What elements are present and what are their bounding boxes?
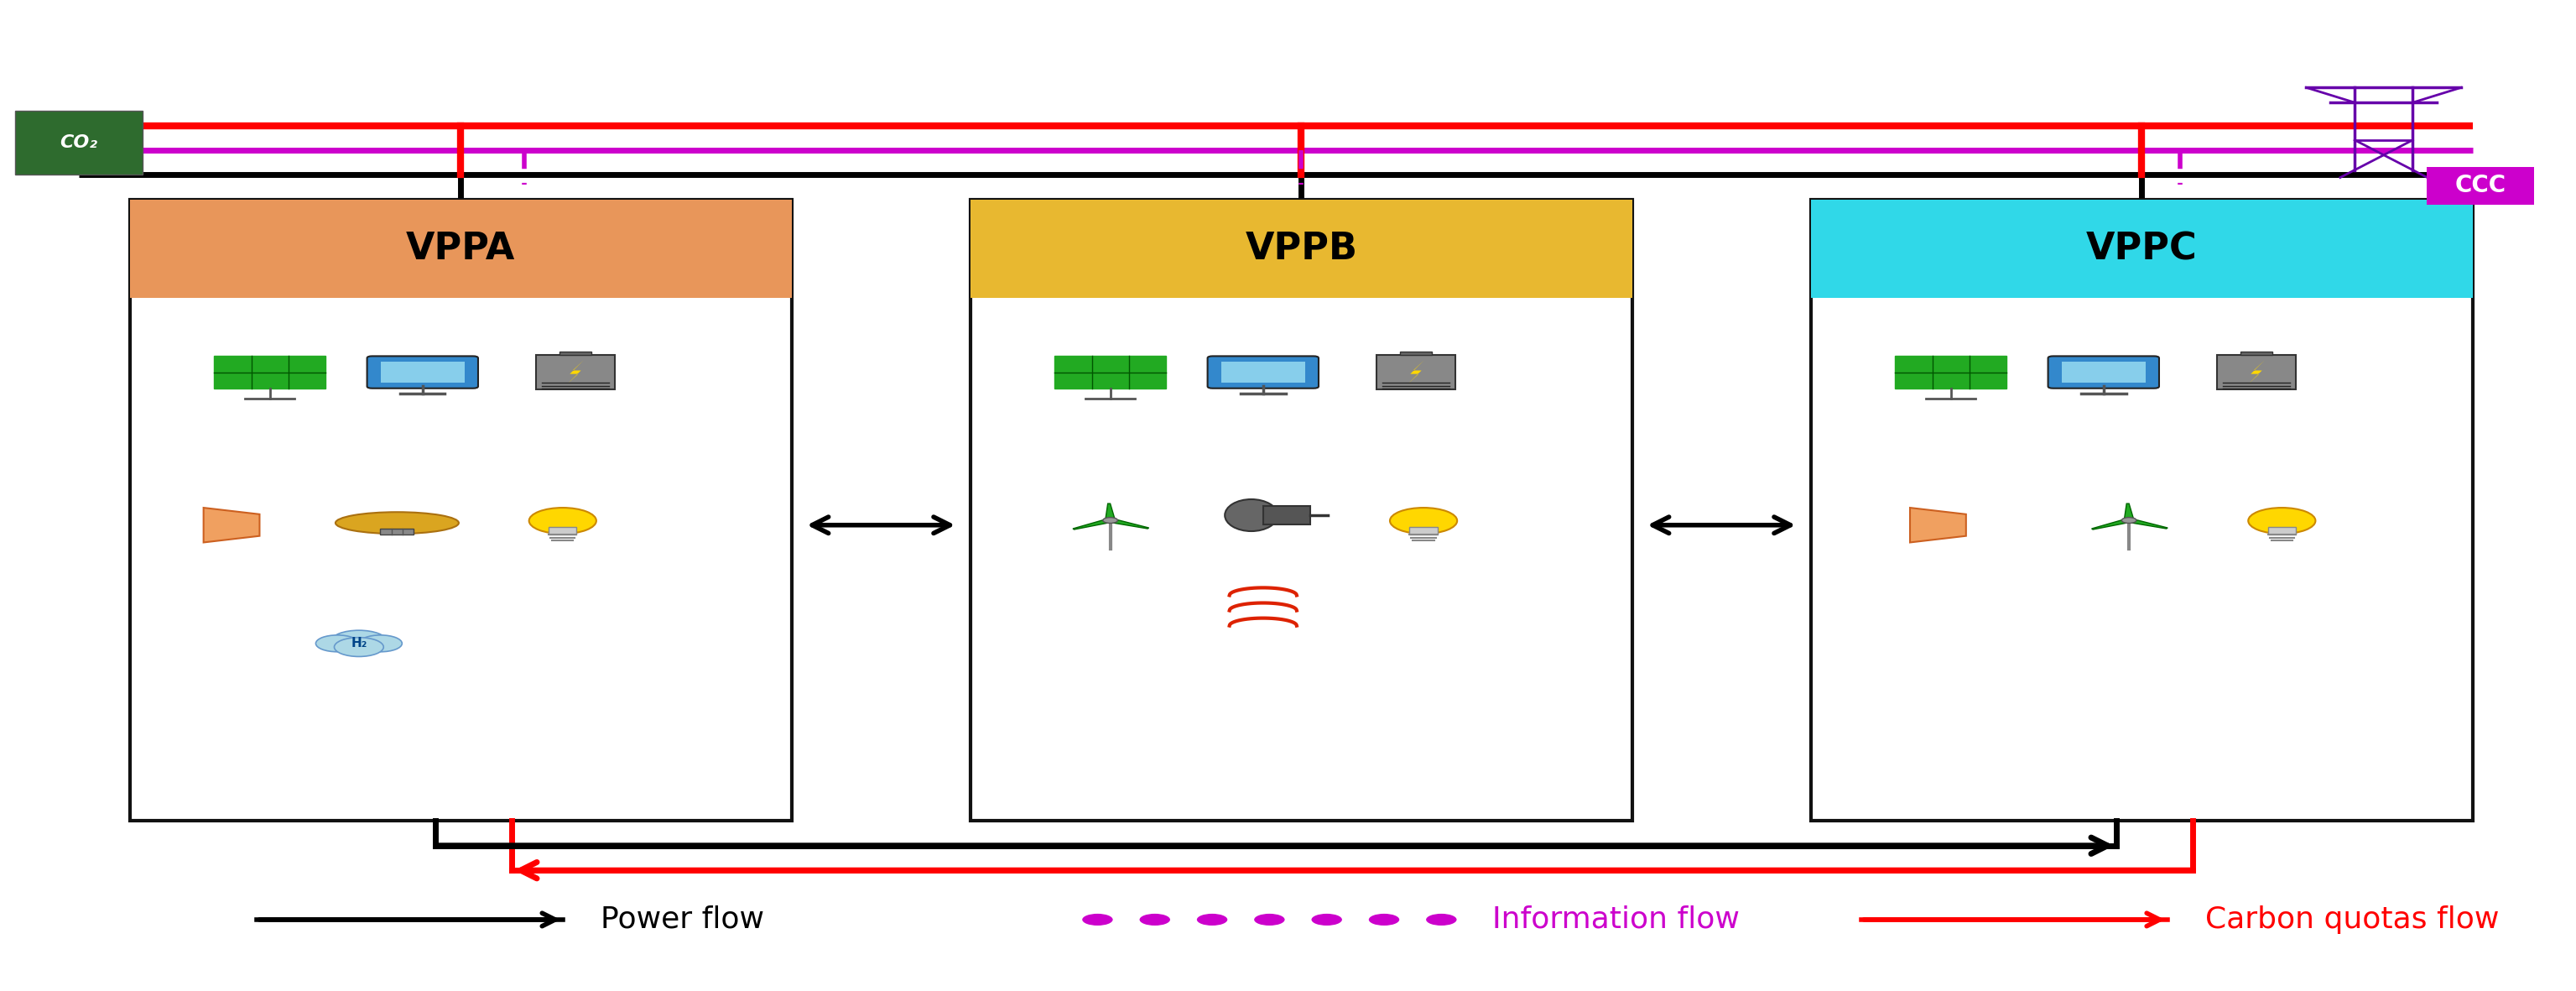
Bar	[1221, 362, 1306, 384]
Bar	[559, 352, 590, 355]
Circle shape	[2123, 517, 2136, 523]
Circle shape	[1311, 914, 1342, 926]
FancyBboxPatch shape	[971, 199, 1633, 821]
Polygon shape	[2128, 518, 2166, 528]
Text: Power flow: Power flow	[600, 906, 765, 934]
Circle shape	[2249, 507, 2316, 534]
FancyBboxPatch shape	[15, 111, 142, 175]
FancyBboxPatch shape	[366, 356, 479, 388]
Circle shape	[335, 637, 384, 657]
Polygon shape	[1105, 503, 1115, 520]
Bar	[1262, 506, 1311, 524]
Circle shape	[1082, 914, 1113, 926]
Circle shape	[317, 635, 358, 652]
Circle shape	[1103, 517, 1118, 523]
Polygon shape	[1072, 518, 1113, 529]
Circle shape	[1139, 914, 1170, 926]
Polygon shape	[1909, 507, 1965, 542]
Bar	[381, 362, 464, 384]
Bar	[2241, 352, 2272, 355]
Circle shape	[1255, 914, 1285, 926]
Bar	[1896, 356, 2007, 388]
FancyBboxPatch shape	[129, 199, 791, 821]
FancyBboxPatch shape	[129, 199, 791, 298]
Text: Information flow: Information flow	[1492, 906, 1739, 934]
Bar	[536, 355, 616, 389]
Polygon shape	[2125, 503, 2133, 520]
Ellipse shape	[335, 512, 459, 534]
Bar	[1376, 355, 1455, 389]
Circle shape	[528, 507, 595, 534]
Text: CO₂: CO₂	[59, 134, 98, 151]
Bar	[1409, 527, 1437, 535]
Polygon shape	[2249, 360, 2264, 385]
Polygon shape	[204, 507, 260, 542]
Circle shape	[1427, 914, 1455, 926]
Text: VPPC: VPPC	[2087, 231, 2197, 267]
Circle shape	[332, 630, 386, 652]
Bar	[2061, 362, 2146, 384]
Text: VPPA: VPPA	[407, 231, 515, 267]
Polygon shape	[1406, 360, 1425, 385]
Text: H₂: H₂	[350, 637, 366, 650]
FancyBboxPatch shape	[971, 199, 1633, 298]
FancyBboxPatch shape	[2048, 356, 2159, 388]
Bar	[2218, 355, 2295, 389]
Bar	[1401, 352, 1432, 355]
Bar	[1054, 356, 1167, 388]
Circle shape	[1368, 914, 1399, 926]
Text: CCC: CCC	[2455, 174, 2506, 197]
Bar	[381, 528, 415, 535]
FancyBboxPatch shape	[1208, 356, 1319, 388]
FancyBboxPatch shape	[1811, 199, 2473, 298]
Circle shape	[1198, 914, 1226, 926]
Text: VPPB: VPPB	[1244, 231, 1358, 267]
Polygon shape	[2092, 518, 2130, 529]
Circle shape	[358, 635, 402, 652]
FancyBboxPatch shape	[1811, 199, 2473, 821]
Bar	[2267, 527, 2295, 535]
Bar	[549, 527, 577, 535]
Polygon shape	[567, 360, 585, 385]
Circle shape	[1391, 507, 1458, 534]
Ellipse shape	[1224, 499, 1278, 531]
Polygon shape	[1108, 518, 1149, 528]
Bar	[214, 356, 325, 388]
Text: Carbon quotas flow: Carbon quotas flow	[2205, 906, 2499, 934]
FancyBboxPatch shape	[2427, 167, 2535, 204]
